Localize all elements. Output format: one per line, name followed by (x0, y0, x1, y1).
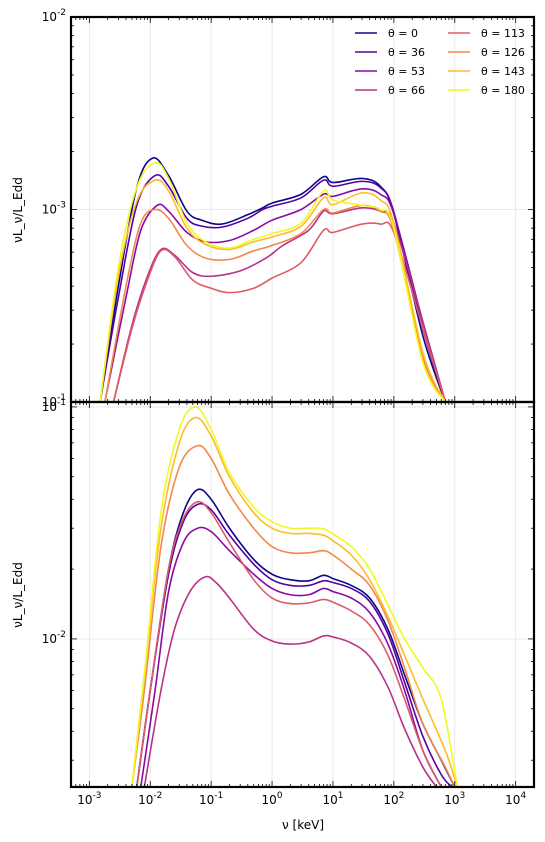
legend-label: θ = 180 (481, 84, 525, 97)
series-group-top (99, 157, 447, 402)
x-tick-label: 104 (505, 791, 526, 807)
y-tick-label: 10-3 (42, 201, 66, 217)
series-line-bottom-5 (131, 444, 456, 787)
y-axis-label-bottom-text: νL_ν/L_Edd (11, 562, 25, 628)
legend-label: θ = 143 (481, 65, 525, 78)
series-line-bottom-2 (140, 526, 442, 787)
series-line-bottom-1 (135, 502, 453, 787)
y-axis-label-top-text: νL_ν/L_Edd (11, 177, 25, 243)
x-tick-label: 100 (262, 791, 283, 807)
axes-frame-bottom (69, 400, 536, 789)
y-tick-label: 10-2 (42, 8, 66, 24)
panel-bottom: 10-1 10-2 10-3 10-2 10-1 100 101 102 103 104 (42, 398, 536, 807)
x-axis-label: ν [keV] (282, 818, 324, 832)
x-tick-label: 10-2 (138, 791, 162, 807)
series-line-top-4 (112, 221, 447, 402)
y-tick-label: 10-1 (42, 398, 66, 414)
panel-top: 10-2 10-3 10-1 θ = 0 θ = 36 θ = 53 θ = 66 θ = 1… (42, 8, 536, 409)
legend-label: θ = 126 (481, 46, 525, 59)
x-tick-label: 101 (322, 791, 343, 807)
x-tick-label: 103 (444, 791, 465, 807)
series-line-top-6 (99, 179, 447, 402)
y-tick-label: 10-2 (42, 630, 66, 646)
series-line-bottom-7 (131, 406, 459, 787)
legend-label: θ = 113 (481, 27, 525, 40)
series-line-bottom-4 (135, 500, 442, 787)
series-line-top-1 (99, 174, 447, 402)
legend-label: θ = 53 (388, 65, 425, 78)
legend-label: θ = 66 (388, 84, 425, 97)
series-line-bottom-3 (143, 575, 438, 787)
series-line-top-7 (99, 161, 447, 402)
chart-panels: 10-2 10-3 10-1 θ = 0 θ = 36 θ = 53 θ = 66 θ = 1… (42, 8, 536, 807)
y-axis-label-top: νL_ν/L_Edd (11, 177, 25, 243)
series-line-bottom-0 (135, 488, 456, 787)
x-tick-label: 10-3 (77, 791, 101, 807)
x-tick-label: 102 (383, 791, 404, 807)
y-axis-label-bottom: νL_ν/L_Edd (11, 562, 25, 628)
series-line-top-5 (104, 204, 447, 402)
grid-bottom (71, 402, 534, 787)
legend-label: θ = 0 (388, 27, 418, 40)
x-tick-label: 10-1 (199, 791, 223, 807)
series-group-bottom (131, 406, 459, 787)
legend-label: θ = 36 (388, 46, 425, 59)
y-tick-label: 10-1 (42, 393, 66, 409)
legend: θ = 0 θ = 36 θ = 53 θ = 66 θ = 113 θ = 126 θ =… (355, 27, 525, 97)
series-line-bottom-6 (131, 416, 459, 787)
